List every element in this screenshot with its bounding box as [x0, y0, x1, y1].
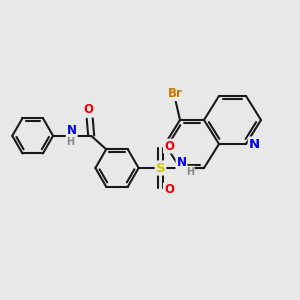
Text: H: H: [186, 167, 194, 177]
Text: O: O: [164, 140, 174, 153]
Text: N: N: [176, 156, 187, 169]
Text: O: O: [164, 183, 174, 196]
Text: N: N: [67, 124, 77, 137]
Text: N: N: [249, 137, 260, 151]
Text: S: S: [156, 161, 165, 175]
Text: O: O: [83, 103, 93, 116]
Text: Br: Br: [168, 87, 183, 100]
Text: H: H: [66, 137, 74, 147]
